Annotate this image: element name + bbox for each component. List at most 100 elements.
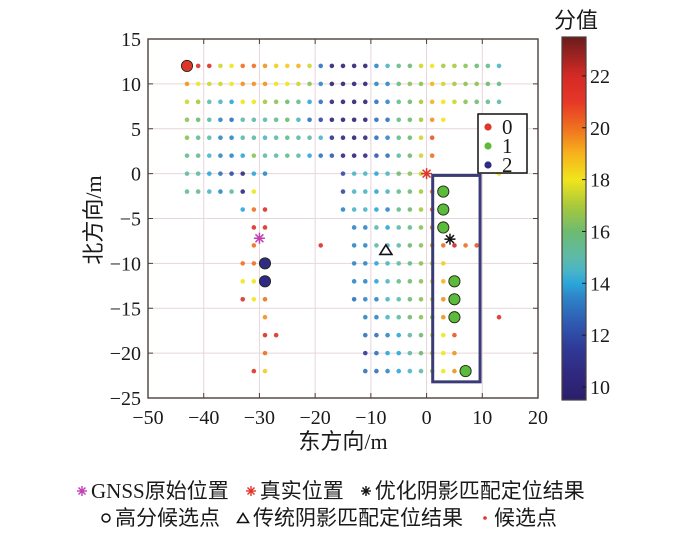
candidate-point: [474, 81, 480, 87]
asterisk-strokes: [245, 486, 256, 496]
candidate-point: [251, 296, 257, 302]
candidate-point: [429, 99, 435, 105]
candidate-point: [351, 99, 357, 105]
candidate-point: [362, 243, 368, 248]
candidate-point: [329, 81, 335, 87]
candidate-point: [240, 63, 246, 69]
candidate-point: [396, 135, 402, 141]
candidate-point: [474, 63, 480, 69]
candidate-point: [351, 225, 357, 230]
candidate-point: [262, 350, 268, 356]
candidate-point: [218, 135, 223, 141]
candidate-point: [195, 135, 201, 141]
colorbar-tick-label: 16: [590, 221, 610, 243]
chart-svg: −50 −40 −30 −20 −10 0 10 20−25−20−15−10−5051015…: [81, 8, 610, 454]
candidate-point: [284, 99, 290, 105]
triangle-shape: [236, 512, 250, 524]
candidate-point: [362, 171, 368, 176]
candidate-point: [351, 189, 357, 194]
high-score-point-class-1: [448, 275, 461, 288]
candidate-point: [374, 314, 379, 320]
high-score-point-class-2: [258, 275, 272, 288]
candidate-point: [396, 279, 402, 284]
candidate-point: [240, 117, 246, 123]
candidate-point: [195, 171, 201, 176]
candidate-point: [229, 63, 234, 69]
candidate-point: [407, 81, 413, 87]
candidate-point: [351, 153, 357, 158]
candidate-point: [418, 261, 424, 266]
candidate-point: [184, 135, 190, 141]
candidate-point: [251, 99, 257, 105]
colorbar-tick-label: 20: [590, 118, 610, 140]
candidate-point: [374, 243, 379, 248]
y-tick-label: 10: [121, 74, 141, 96]
candidate-point: [273, 81, 279, 87]
candidate-point: [396, 368, 402, 374]
candidate-point: [440, 261, 446, 266]
x-tick-label: 0: [422, 407, 432, 429]
x-tick-label: −20: [300, 407, 331, 429]
high-score-point-class-1: [437, 221, 450, 234]
candidate-point: [351, 117, 357, 123]
candidate-point: [452, 332, 457, 338]
candidate-point: [251, 189, 257, 194]
candidate-point: [385, 279, 390, 284]
candidate-point: [362, 135, 368, 141]
candidate-point: [206, 153, 212, 158]
candidate-point: [418, 243, 424, 248]
candidate-point: [262, 314, 268, 320]
candidate-point: [340, 63, 346, 69]
high-score-point-class-0: [180, 59, 194, 72]
legend-row: GNSS原始位置 真实位置 优化阴影匹配定位结果: [76, 478, 601, 504]
candidate-point: [262, 171, 268, 176]
candidate-point: [184, 117, 190, 123]
x-tick-label: 10: [472, 407, 492, 429]
candidate-point: [296, 81, 301, 87]
candidate-point: [407, 153, 413, 158]
candidate-point: [407, 207, 413, 212]
candidate-point: [463, 63, 468, 69]
candidate-point: [251, 261, 257, 266]
candidate-point: [418, 225, 424, 230]
candidate-point: [362, 296, 368, 302]
candidate-point: [184, 81, 190, 87]
candidate-point: [418, 332, 424, 338]
colorbar: 10 12 14 16 18 20 22: [561, 36, 610, 401]
candidate-point: [273, 99, 279, 105]
y-tick-label: −25: [110, 388, 141, 410]
candidate-point: [218, 153, 223, 158]
candidate-point: [374, 63, 379, 69]
candidate-point: [318, 81, 324, 87]
candidate-point: [396, 117, 402, 123]
candidate-point: [296, 153, 301, 158]
candidate-point: [251, 153, 257, 158]
candidate-point: [440, 63, 446, 69]
candidate-point: [273, 117, 279, 123]
candidate-point: [240, 261, 246, 266]
candidate-point: [340, 153, 346, 158]
candidate-point: [396, 171, 402, 176]
candidate-point: [240, 135, 246, 141]
candidate-point: [396, 296, 402, 302]
candidate-point: [385, 368, 390, 374]
candidate-point: [396, 153, 402, 158]
candidate-point: [251, 279, 257, 284]
candidate-point: [496, 99, 502, 105]
candidate-point: [262, 207, 268, 212]
candidate-point: [340, 135, 346, 141]
legend-label: GNSS原始位置: [91, 479, 229, 503]
candidate-point: [229, 153, 234, 158]
candidate-point: [440, 296, 446, 302]
candidate-point: [240, 99, 246, 105]
candidate-point: [429, 135, 435, 141]
candidate-point: [195, 189, 201, 194]
candidate-point: [374, 261, 379, 266]
x-axis-label: 东方向/m: [298, 429, 387, 454]
optimized-result-marker: [444, 233, 456, 245]
candidate-point: [362, 279, 368, 284]
candidate-point: [329, 63, 335, 69]
candidate-point: [396, 81, 402, 87]
candidate-point: [407, 368, 413, 374]
